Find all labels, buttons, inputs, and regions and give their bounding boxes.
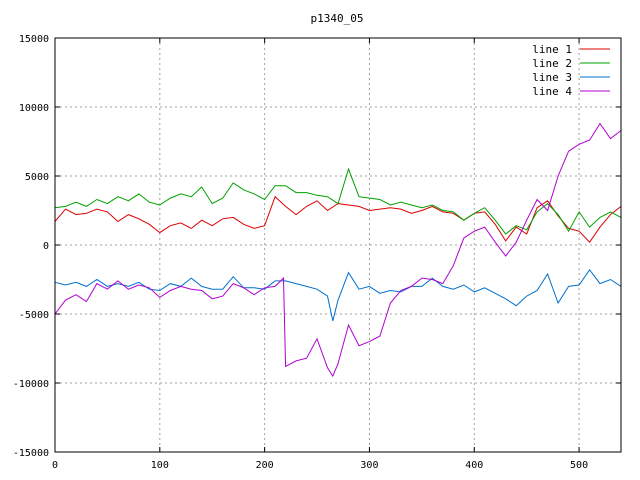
series-line-4 bbox=[54, 122, 622, 378]
y-tick-label: 0 bbox=[43, 241, 49, 252]
chart-title: p1340_05 bbox=[311, 12, 364, 25]
x-tick-label: 400 bbox=[465, 460, 483, 471]
x-tick-label: 200 bbox=[256, 460, 274, 471]
tick-layer: 0 100 200 300 400 500 -15000 -10000 -5000 0 5000 10… bbox=[13, 34, 621, 471]
x-tick-label: 0 bbox=[52, 460, 58, 471]
grid-layer bbox=[55, 38, 621, 452]
y-tick-label: 5000 bbox=[25, 172, 49, 183]
legend-label-2: line 2 bbox=[532, 57, 572, 70]
series-line-2 bbox=[54, 167, 622, 235]
x-tick-label: 500 bbox=[570, 460, 588, 471]
legend-label-3: line 3 bbox=[532, 71, 572, 84]
legend-label-1: line 1 bbox=[532, 43, 572, 56]
series-layer bbox=[54, 122, 622, 378]
x-tick-label: 100 bbox=[151, 460, 169, 471]
y-tick-label: -10000 bbox=[13, 379, 49, 390]
y-tick-label: 15000 bbox=[19, 34, 49, 45]
legend-label-4: line 4 bbox=[532, 85, 572, 98]
series-line-3 bbox=[54, 268, 622, 322]
x-tick-label: 300 bbox=[360, 460, 378, 471]
y-tick-label: -5000 bbox=[19, 310, 49, 321]
y-tick-label: 10000 bbox=[19, 103, 49, 114]
y-tick-label: -15000 bbox=[13, 448, 49, 459]
